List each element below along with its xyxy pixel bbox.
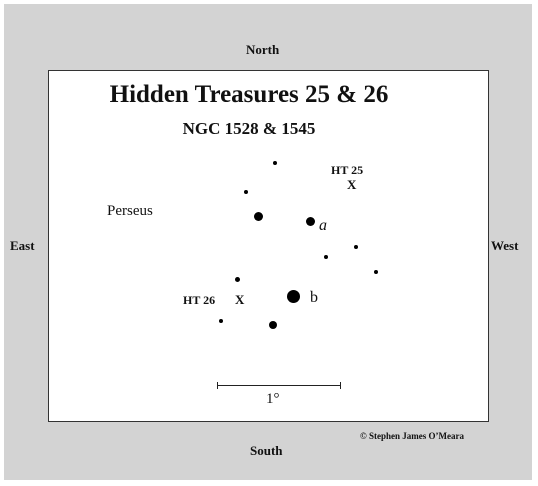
constellation-label: Perseus — [107, 203, 153, 219]
ht25-marker: X — [347, 177, 357, 192]
ht26-marker: X — [235, 292, 245, 307]
star — [254, 212, 263, 221]
star — [219, 319, 223, 323]
star-chart-panel: Hidden Treasures 25 & 26 NGC 1528 & 1545… — [48, 70, 489, 422]
scale-bar-tick — [217, 382, 218, 389]
star — [244, 190, 248, 194]
ht26-label: HT 26 — [183, 293, 216, 307]
chart-title: Hidden Treasures 25 & 26 — [109, 81, 389, 108]
star — [324, 255, 328, 259]
scale-bar-tick — [340, 382, 341, 389]
direction-north: North — [246, 42, 280, 57]
star-a-label: a — [319, 217, 327, 234]
star — [374, 270, 378, 274]
star — [273, 161, 277, 165]
chart-subtitle: NGC 1528 & 1545 — [182, 119, 316, 138]
ht25-label: HT 25 — [331, 163, 364, 177]
scale-bar — [217, 385, 341, 386]
star — [235, 277, 240, 282]
scale-label: 1° — [266, 391, 280, 407]
direction-east: East — [10, 238, 35, 253]
credit-text: © Stephen James O’Meara — [360, 431, 464, 441]
direction-west: West — [491, 238, 519, 253]
star-a — [306, 217, 315, 226]
direction-south: South — [250, 443, 283, 458]
star-b-label: b — [310, 289, 318, 306]
star — [354, 245, 358, 249]
star-b — [287, 290, 300, 303]
star — [269, 321, 277, 329]
